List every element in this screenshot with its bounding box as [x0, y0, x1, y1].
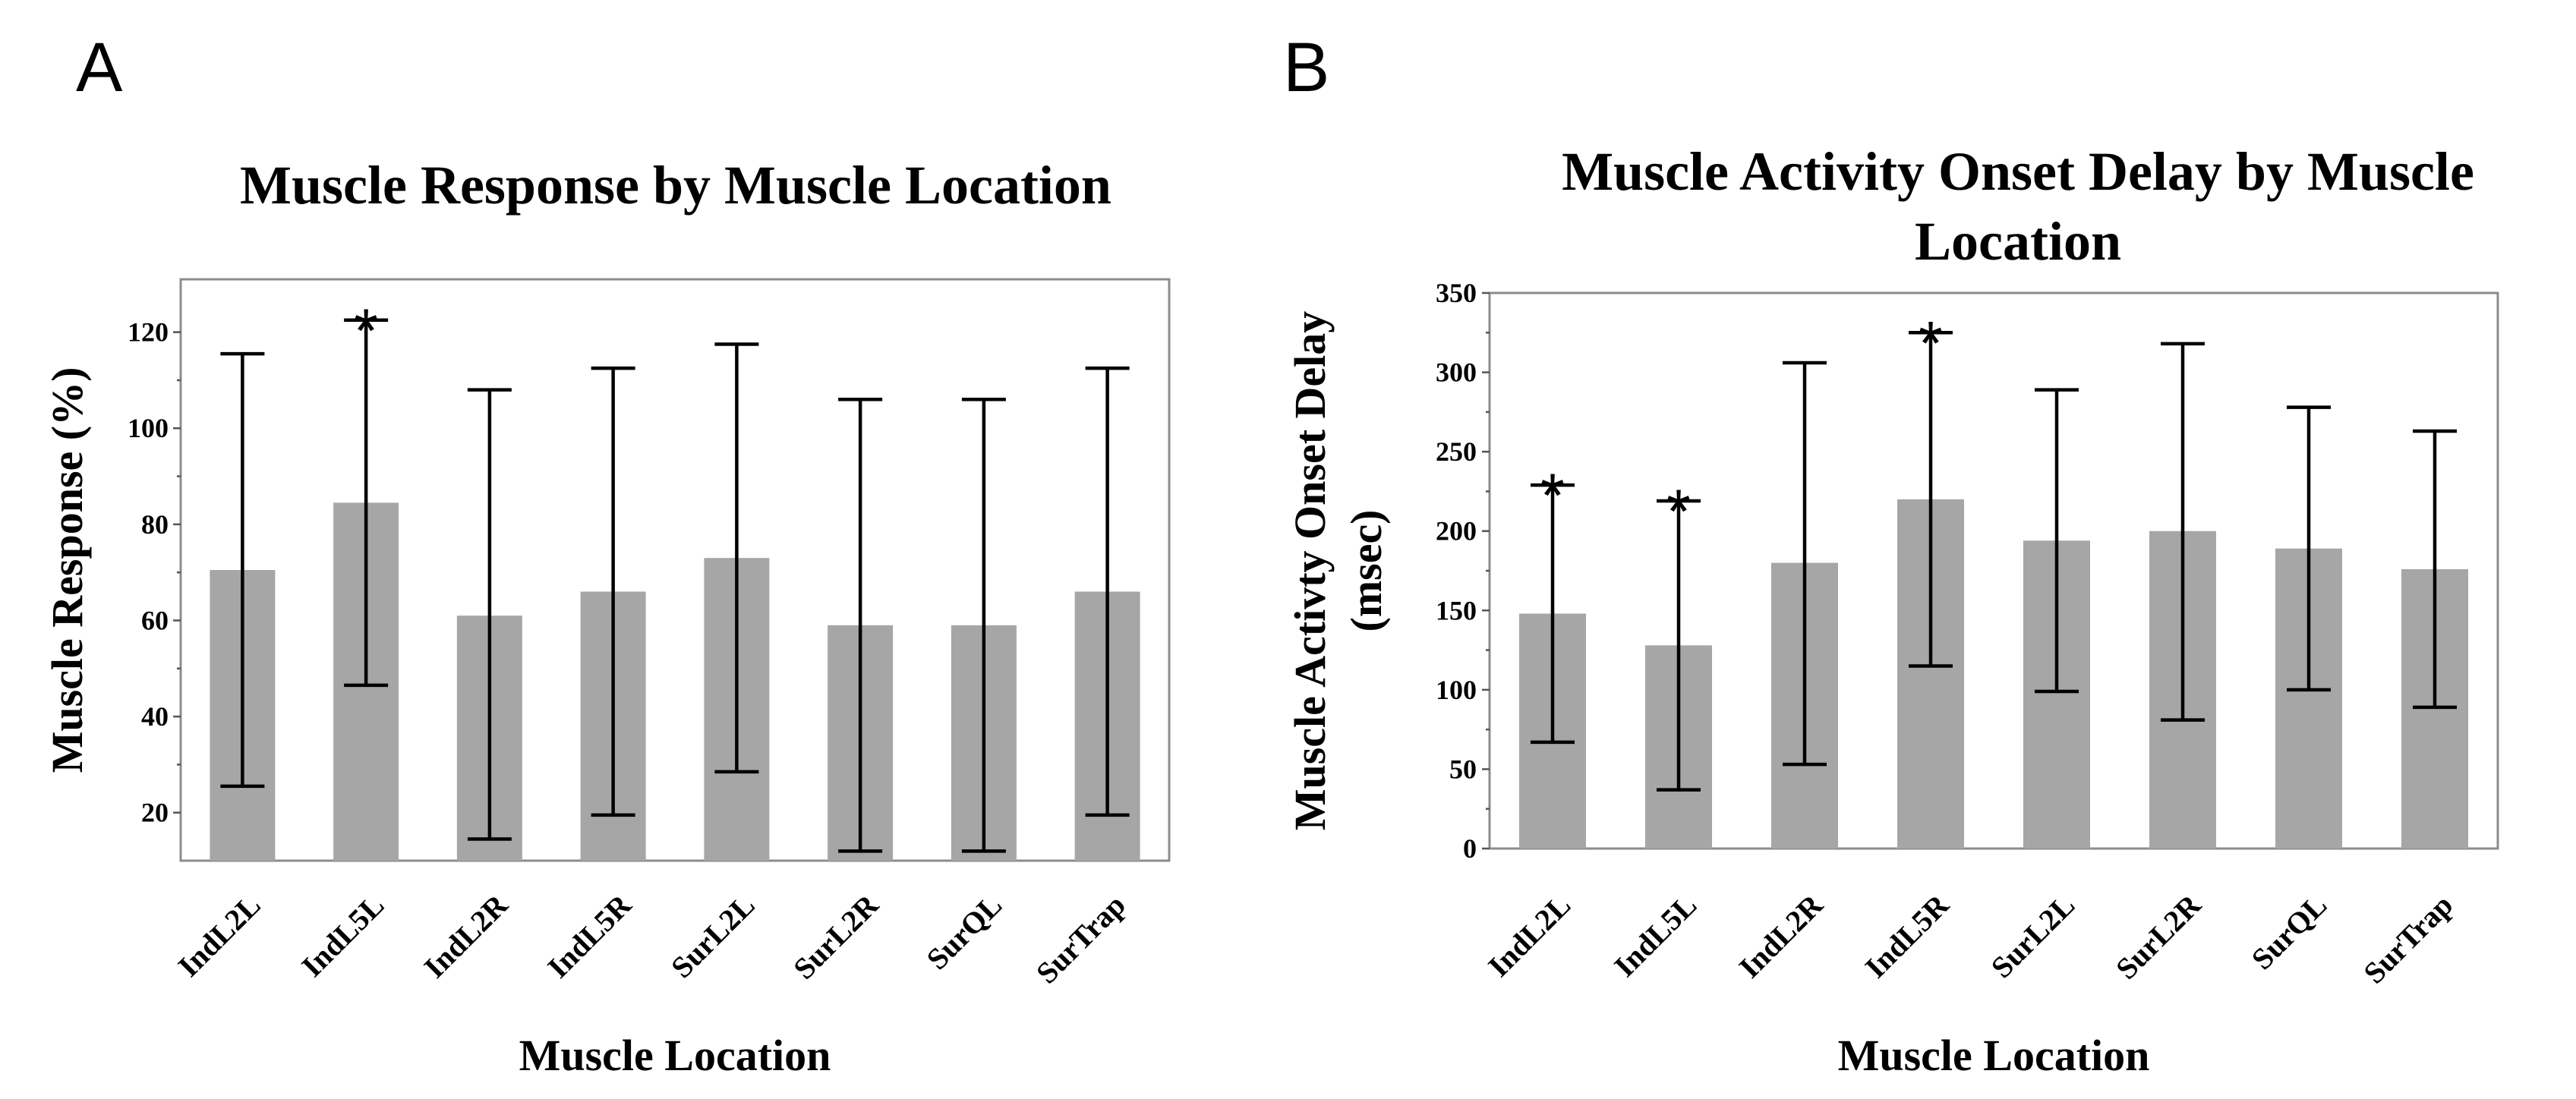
category-label: SurL2L — [1985, 888, 2082, 985]
chart-title: Muscle Activity Onset Delay by Muscle Loc… — [1562, 141, 2474, 272]
chart-title-line: Location — [1915, 211, 2121, 272]
y-tick-label: 0 — [1463, 833, 1477, 864]
y-tick-label: 100 — [1436, 675, 1477, 705]
category-label: SurQL — [920, 888, 1009, 977]
category-label: IndL5R — [1859, 887, 1956, 985]
category-label: SurTrap — [2357, 888, 2459, 990]
y-tick-label: 150 — [1436, 595, 1477, 625]
chart-a: Muscle Response by Muscle Location 20 40 60… — [43, 155, 1171, 1080]
category-label: IndL2L — [172, 888, 267, 984]
significance-marker: * — [1666, 477, 1691, 546]
category-label: IndL2L — [1481, 888, 1577, 984]
panel-a-letter: A — [76, 29, 123, 106]
y-axis-title: Muscle Response (%) — [43, 367, 92, 773]
panel-b-letter: B — [1283, 29, 1329, 106]
y-axis-title: Muscle Activty Onset Delay (msec) — [1285, 311, 1391, 831]
chart-title: Muscle Response by Muscle Location — [240, 155, 1111, 216]
y-tick-label: 50 — [1449, 754, 1477, 784]
y-axis-title-line: Muscle Activty Onset Delay — [1285, 311, 1335, 831]
x-axis-title: Muscle Location — [1838, 1031, 2150, 1080]
category-label: SurQL — [2245, 888, 2334, 977]
y-tick-label: 60 — [141, 605, 169, 635]
category-label: SurL2L — [664, 888, 761, 985]
y-tick-label: 120 — [128, 317, 169, 348]
category-label: IndL5L — [1607, 888, 1703, 984]
x-axis-title: Muscle Location — [519, 1031, 831, 1080]
y-tick-label: 80 — [141, 509, 169, 540]
category-label: SurTrap — [1029, 888, 1132, 990]
category-label: IndL2R — [418, 887, 516, 985]
y-tick-label: 200 — [1436, 516, 1477, 546]
panel-b: B Muscle Activity Onset Delay by Muscle L… — [1283, 29, 2499, 1080]
y-tick-label: 250 — [1436, 436, 1477, 467]
plot-frame — [1488, 291, 2499, 850]
y-axis-title-line: (msec) — [1342, 509, 1391, 631]
significance-marker: * — [1540, 461, 1565, 531]
panel-a: A Muscle Response by Muscle Location 20 40… — [43, 29, 1171, 1080]
chart-title-line: Muscle Activity Onset Delay by Muscle — [1562, 141, 2474, 202]
plot-frame — [179, 278, 1171, 862]
category-label: SurL2R — [2109, 887, 2208, 986]
y-tick-label: 100 — [128, 413, 169, 443]
significance-marker: * — [1919, 309, 1943, 378]
y-tick-label: 20 — [141, 798, 169, 828]
category-label: SurL2R — [787, 887, 885, 986]
y-tick-label: 300 — [1436, 357, 1477, 388]
category-label: IndL5L — [295, 888, 390, 984]
chart-title-line: Muscle Response by Muscle Location — [240, 155, 1111, 216]
y-axis-title-line: Muscle Response (%) — [43, 367, 92, 773]
category-label: IndL2R — [1733, 887, 1830, 985]
y-tick-label: 350 — [1436, 278, 1477, 308]
y-tick-label: 40 — [141, 701, 169, 732]
chart-b: Muscle Activity Onset Delay by Muscle Loc… — [1285, 141, 2499, 1080]
significance-marker: * — [354, 297, 378, 366]
category-label: IndL5R — [541, 887, 638, 985]
